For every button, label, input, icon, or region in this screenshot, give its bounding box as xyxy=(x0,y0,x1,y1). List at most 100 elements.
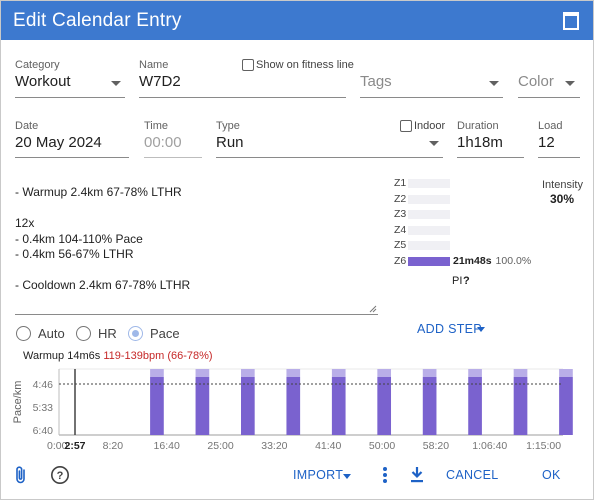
chart-x-tick: 50:00 xyxy=(369,440,395,452)
chart-x-tick: 8:20 xyxy=(103,440,124,452)
zone-bar-track xyxy=(408,241,450,250)
zone-label-z3: Z3 xyxy=(394,208,407,220)
date-label: Date xyxy=(15,120,39,132)
more-vert-icon[interactable] xyxy=(381,465,389,485)
add-step-dropdown-icon[interactable] xyxy=(477,327,485,332)
category-label: Category xyxy=(15,59,60,71)
load-input[interactable]: 12 xyxy=(538,134,555,151)
interval-bar-cap xyxy=(513,369,528,377)
interval-bar xyxy=(559,377,573,435)
download-icon[interactable] xyxy=(408,465,426,485)
duration-underline xyxy=(457,157,524,158)
tags-underline xyxy=(360,97,503,98)
radio-hr[interactable] xyxy=(76,326,91,341)
chart-x-tick: 33:20 xyxy=(261,440,287,452)
interval-bar-cap xyxy=(377,369,392,377)
ok-button[interactable]: OK xyxy=(542,468,561,482)
tags-dropdown-icon[interactable] xyxy=(489,81,499,86)
interval-bar xyxy=(377,377,392,435)
load-underline xyxy=(538,157,580,158)
zone-label-z6: Z6 xyxy=(394,254,407,267)
import-button[interactable]: IMPORT xyxy=(293,468,344,482)
type-label: Type xyxy=(216,120,240,132)
cancel-button[interactable]: CANCEL xyxy=(446,468,499,482)
color-select[interactable]: Color xyxy=(518,73,554,90)
zone-bar-track xyxy=(408,179,450,188)
radio-auto-label: Auto xyxy=(38,326,65,341)
zone-bar-track xyxy=(408,225,450,235)
tags-input[interactable]: Tags xyxy=(360,73,392,90)
fitness-line-checkbox[interactable] xyxy=(242,59,254,71)
chart-ylabel: Pace/km xyxy=(12,381,24,424)
chart-y-tick: 5:33 xyxy=(33,402,54,414)
time-label: Time xyxy=(144,120,169,132)
interval-bar xyxy=(195,377,210,435)
svg-text:?: ? xyxy=(57,470,64,482)
category-dropdown-icon[interactable] xyxy=(111,81,121,86)
zone-label-z1: Z1 xyxy=(394,177,407,189)
interval-bar-cap xyxy=(559,369,573,377)
name-label: Name xyxy=(139,59,169,71)
pi-label: PI xyxy=(452,275,463,287)
step-hr-range: 119-139bpm (66-78%) xyxy=(103,350,213,362)
interval-bar-cap xyxy=(241,369,255,377)
help-icon[interactable]: ? xyxy=(50,465,70,485)
interval-bar xyxy=(468,377,482,435)
radio-pace[interactable] xyxy=(128,326,143,341)
step-duration: 14m6s xyxy=(67,350,101,362)
indoor-checkbox[interactable] xyxy=(400,120,412,132)
chart-x-tick: 1:06:40 xyxy=(472,440,507,452)
maximize-icon[interactable] xyxy=(563,12,579,30)
description-line: - 0.4km 104-110% Pace xyxy=(15,231,143,246)
chart-x-tick: 25:00 xyxy=(207,440,233,452)
chart-x-tick: 41:40 xyxy=(315,440,341,452)
interval-bar xyxy=(422,377,437,435)
description-underline xyxy=(15,314,378,315)
description-line: - Cooldown 2.4km 67-78% LTHR xyxy=(15,278,191,292)
resize-handle-icon[interactable] xyxy=(369,305,377,313)
interval-bar xyxy=(241,377,255,435)
type-select[interactable]: Run xyxy=(216,134,244,151)
date-input[interactable]: 20 May 2024 xyxy=(15,134,102,151)
time-input[interactable]: 00:00 xyxy=(144,134,182,151)
chart-cursor-label: 2:57 xyxy=(64,440,85,452)
zone-label-z2: Z2 xyxy=(394,192,407,205)
interval-bar-cap xyxy=(195,369,210,377)
category-underline xyxy=(15,97,125,98)
pi-value: ? xyxy=(463,275,470,287)
date-underline xyxy=(15,157,129,158)
description-line: - Warmup 2.4km 67-78% LTHR xyxy=(15,185,182,199)
interval-bar xyxy=(513,377,528,435)
workout-description-textarea[interactable]: - Warmup 2.4km 67-78% LTHR 12x - 0.4km 104… xyxy=(15,185,377,294)
zone-bar-track xyxy=(408,194,450,204)
chart-x-tick: 0:00 xyxy=(47,440,68,452)
radio-auto[interactable] xyxy=(16,326,31,341)
title-bar: Edit Calendar Entry xyxy=(1,1,593,40)
interval-bar-cap xyxy=(150,369,164,377)
fitness-line-label: Show on fitness line xyxy=(256,59,354,71)
add-step-button[interactable]: ADD STEP xyxy=(417,322,482,336)
chart-x-tick: 1:15:00 xyxy=(526,440,561,452)
workout-chart[interactable]: Pace/km 4:46 5:33 6:40 0:00 8:20 16:40 25:00 33:… xyxy=(1,363,594,455)
zone-time: 21m48s 100.0% xyxy=(453,254,532,267)
type-dropdown-icon[interactable] xyxy=(429,141,439,146)
duration-input[interactable]: 1h18m xyxy=(457,134,503,151)
name-input[interactable]: W7D2 xyxy=(139,73,181,90)
chart-y-tick: 6:40 xyxy=(33,425,54,437)
description-line xyxy=(15,201,377,217)
description-line xyxy=(15,263,377,279)
import-dropdown-icon[interactable] xyxy=(343,474,351,479)
dialog-title: Edit Calendar Entry xyxy=(13,10,182,31)
radio-hr-label: HR xyxy=(98,326,117,341)
duration-label: Duration xyxy=(457,120,499,132)
paperclip-icon[interactable] xyxy=(13,465,29,485)
interval-bar xyxy=(286,377,301,435)
zone-bar-track xyxy=(408,210,450,219)
interval-bar-cap xyxy=(468,369,482,377)
category-select[interactable]: Workout xyxy=(15,73,71,90)
step-name: Warmup xyxy=(23,350,65,362)
zone-percent: 100.0% xyxy=(495,254,532,267)
interval-bar xyxy=(331,377,346,435)
color-dropdown-icon[interactable] xyxy=(565,81,575,86)
